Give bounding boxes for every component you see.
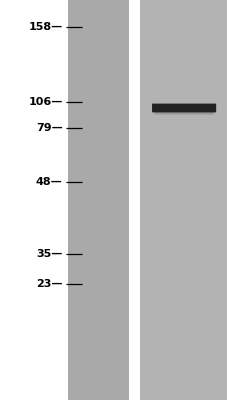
- Text: 23—: 23—: [36, 279, 62, 289]
- Bar: [68, 0, 128, 400]
- Text: 79—: 79—: [36, 123, 62, 133]
- Bar: [128, 0, 140, 400]
- FancyBboxPatch shape: [154, 111, 213, 114]
- Text: 48—: 48—: [36, 177, 62, 187]
- Text: 106—: 106—: [28, 97, 62, 107]
- Text: 158—: 158—: [28, 22, 62, 32]
- FancyBboxPatch shape: [151, 104, 215, 112]
- Bar: [140, 0, 227, 400]
- Text: 35—: 35—: [36, 249, 62, 259]
